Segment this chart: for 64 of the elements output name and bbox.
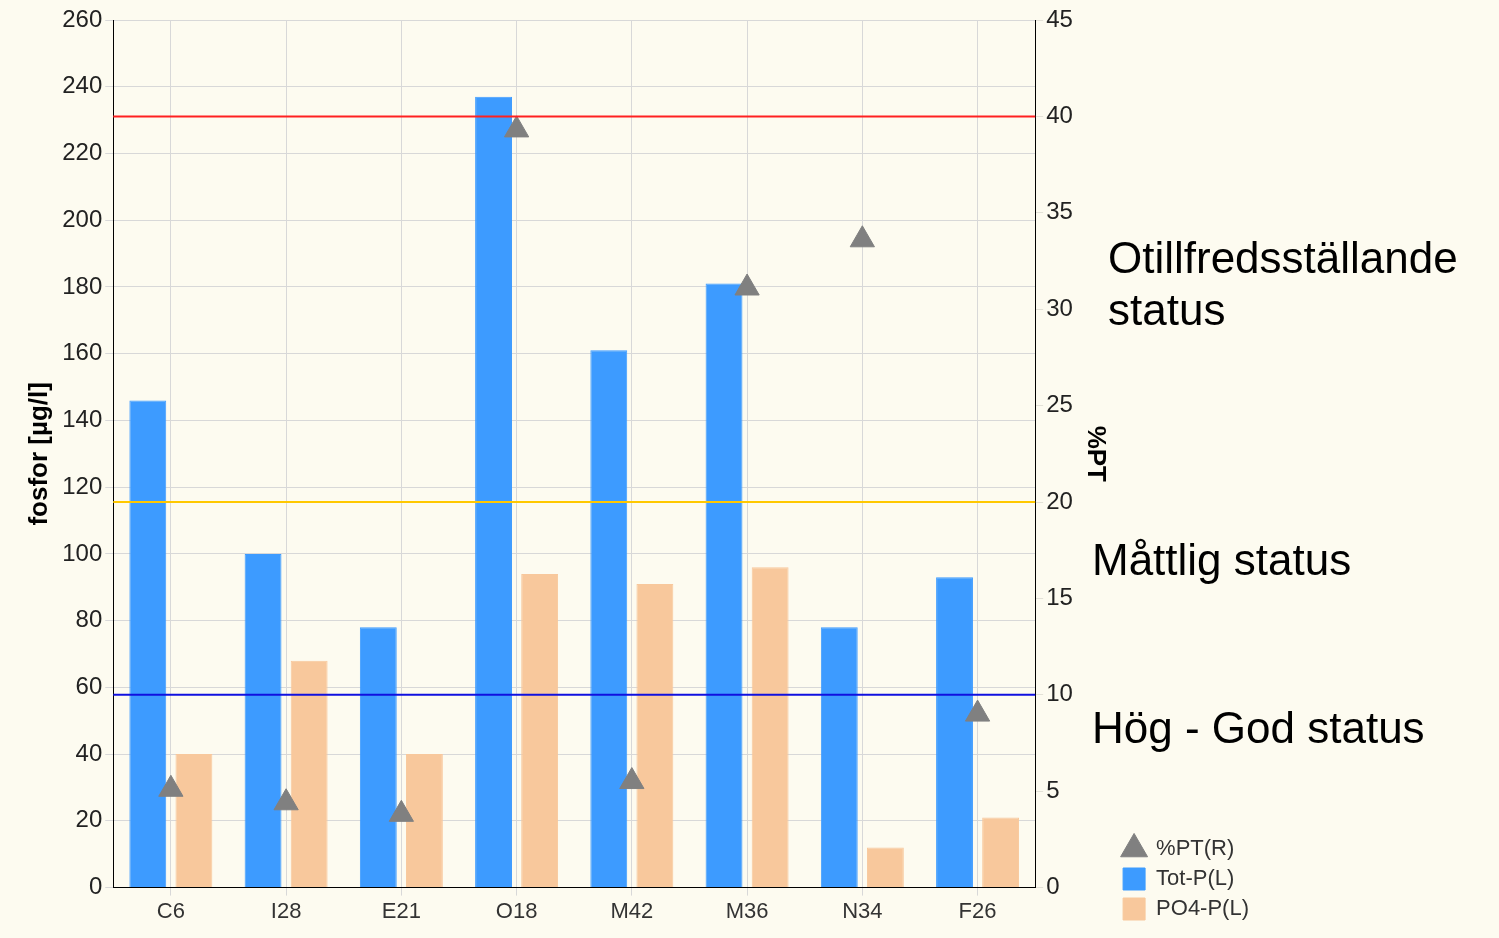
text: Hög - God status: [1092, 702, 1426, 754]
y2-tick-label: 0: [1046, 872, 1060, 900]
text: Otillfredsställande status: [1108, 232, 1459, 336]
y2-tick-label: 40: [1046, 101, 1073, 129]
y-tick-label: 160: [62, 338, 103, 366]
y2-tick-label: 25: [1046, 390, 1073, 418]
y-tick-label: 120: [62, 471, 103, 499]
y2-tick-label: 15: [1046, 583, 1073, 611]
point: [158, 774, 184, 797]
x-tick-label: M36: [725, 897, 769, 923]
bar: [405, 754, 443, 888]
y2-tick-label: 35: [1046, 197, 1073, 225]
point: [849, 225, 875, 248]
y2-tick-label: 45: [1046, 4, 1073, 32]
y2-tick-label: 10: [1046, 679, 1073, 707]
point: [619, 767, 645, 790]
bar: [866, 847, 904, 888]
bar: [751, 567, 789, 888]
bar: [820, 627, 858, 888]
y-axis-title: fosfor [µg/l]: [22, 382, 53, 526]
y-tick-label: 260: [62, 4, 103, 32]
y-tick-label: 20: [75, 805, 103, 833]
bar: [290, 660, 328, 888]
x-tick-label: O18: [495, 897, 538, 923]
legend-label: PO4-P(L): [1156, 895, 1250, 921]
y-tick-label: 240: [62, 71, 103, 99]
y2-tick-label: 30: [1046, 293, 1073, 321]
bar: [636, 583, 674, 888]
bar: [590, 350, 628, 888]
y-tick-label: 0: [88, 872, 103, 900]
bar: [521, 573, 559, 888]
point: [503, 115, 530, 138]
bar: [175, 754, 213, 888]
x-tick-label: M42: [610, 897, 654, 923]
point: [388, 799, 414, 822]
legend-label: Tot-P(L): [1156, 865, 1235, 891]
text: Måttlig status: [1092, 534, 1353, 586]
bar: [129, 400, 167, 888]
point: [734, 273, 760, 296]
y-tick-label: 200: [62, 204, 103, 232]
y2-axis-title: %PT: [1082, 425, 1113, 483]
bar: [705, 283, 743, 888]
bar: [475, 96, 512, 888]
y-tick-label: 60: [75, 672, 103, 700]
x-tick-label: N34: [842, 897, 883, 923]
x-tick-label: E21: [381, 897, 421, 923]
bar: [244, 553, 282, 888]
point: [964, 699, 991, 722]
y-tick-label: 80: [75, 605, 103, 633]
x-tick-label: F26: [958, 897, 997, 923]
y2-tick-label: 5: [1046, 775, 1060, 803]
bar: [936, 577, 973, 888]
bar: [982, 817, 1020, 888]
x-tick-label: I28: [270, 897, 302, 923]
y-tick-label: 220: [62, 138, 103, 166]
x-tick-label: C6: [156, 897, 185, 923]
point: [273, 788, 299, 811]
y-tick-label: 180: [62, 271, 103, 299]
y-tick-label: 40: [75, 738, 103, 766]
y-tick-label: 100: [62, 538, 103, 566]
bar: [359, 627, 397, 888]
y2-tick-label: 20: [1046, 486, 1073, 514]
legend-label: %PT(R): [1156, 835, 1235, 861]
y-tick-label: 140: [62, 405, 103, 433]
